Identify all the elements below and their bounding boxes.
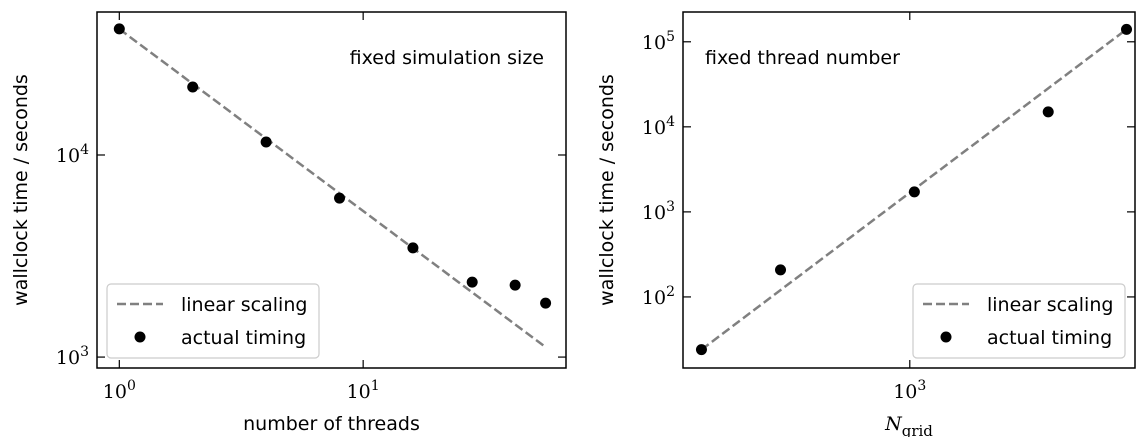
x-axis-label-main: N <box>884 413 903 435</box>
x-tick-label: 100 <box>103 378 136 403</box>
y-tick-label: 102 <box>642 284 675 309</box>
annotation: fixed thread number <box>705 47 900 69</box>
y-tick-label: 104 <box>642 114 675 139</box>
point <box>334 192 346 204</box>
point <box>1121 23 1133 35</box>
y-tick-label: 103 <box>56 344 89 369</box>
y-axis-label: wallclock time / seconds <box>596 74 618 306</box>
x-axis-label: number of threads <box>243 413 420 435</box>
point <box>407 242 419 254</box>
x-axis-label-main: number of threads <box>243 413 420 435</box>
x-tick-label: 103 <box>893 378 926 403</box>
point <box>1042 106 1054 118</box>
point <box>775 264 787 276</box>
legend-box <box>912 283 1126 359</box>
point <box>908 186 920 198</box>
legend-label: linear scaling <box>987 294 1113 316</box>
plot: 103 102 103 104 105 Ngrid wallclock time / sec… <box>596 11 1136 437</box>
y-tick-label: 105 <box>642 29 675 54</box>
legend-label: actual timing <box>181 327 306 349</box>
plot-frame <box>682 11 1136 369</box>
plot-frame <box>96 11 567 369</box>
legend-swatch <box>940 331 952 343</box>
point <box>540 297 552 309</box>
x-axis-label-subscript: grid <box>902 422 934 437</box>
y-tick-label: 104 <box>56 142 89 167</box>
annotation: fixed simulation size <box>350 47 544 69</box>
plot: 100 101 103 104 number of threads wallclock t… <box>10 11 567 435</box>
x-axis-label: Ngrid <box>884 413 933 437</box>
legend-swatch <box>134 331 146 343</box>
y-tick-label: 103 <box>642 199 675 224</box>
point <box>260 136 272 148</box>
legend-box <box>106 283 320 359</box>
x-tick-label: 101 <box>347 378 380 403</box>
point <box>113 23 125 35</box>
legend-label: linear scaling <box>181 294 307 316</box>
point <box>187 81 199 93</box>
y-axis-label: wallclock time / seconds <box>10 74 32 306</box>
point <box>695 344 707 356</box>
legend-label: actual timing <box>987 327 1112 349</box>
point <box>466 276 478 288</box>
point <box>509 279 521 291</box>
line <box>118 28 547 349</box>
